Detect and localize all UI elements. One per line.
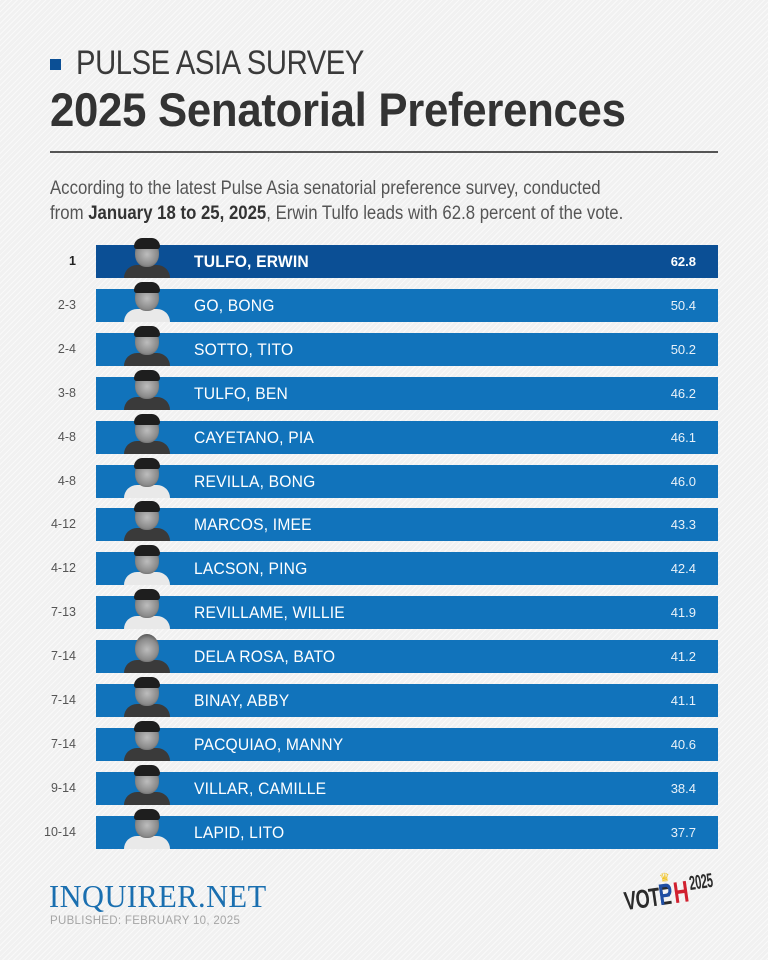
rank-label: 10-14 [44,825,76,839]
vote-percent: 50.4 [670,298,696,313]
inquirer-logo: INQUIRER.NET [49,878,267,914]
bar: REVILLA, BONG 46.0 [96,458,718,498]
kicker-text: PULSE ASIA SURVEY [76,43,364,82]
vote-percent: 46.2 [670,386,696,401]
bar: MARCOS, IMEE 43.3 [96,501,718,541]
candidate-name: LACSON, PING [194,559,308,578]
logo-year-text: 2025 [687,869,715,895]
candidate-name: REVILLA, BONG [194,472,316,491]
vote-percent: 38.4 [670,781,696,796]
candidate-name: PACQUIAO, MANNY [194,735,344,754]
chart-row: 7-13 REVILLAME, WILLIE 41.9 [0,589,768,629]
chart-row: 2-4 SOTTO, TITO 50.2 [0,326,768,366]
candidate-name: MARCOS, IMEE [194,515,312,534]
avatar [120,721,174,761]
chart-row: 4-12 MARCOS, IMEE 43.3 [0,501,768,541]
bar: SOTTO, TITO 50.2 [96,326,718,366]
chart-row: 7-14 PACQUIAO, MANNY 40.6 [0,721,768,761]
rank-label: 7-14 [50,649,76,663]
published-date: PUBLISHED: FEBRUARY 10, 2025 [50,915,241,927]
avatar [120,545,174,585]
rank-label: 7-13 [50,605,76,619]
candidate-name: DELA ROSA, BATO [194,647,336,666]
bar: REVILLAME, WILLIE 41.9 [96,589,718,629]
vote-percent: 41.2 [670,649,696,664]
avatar [120,765,174,805]
candidate-name: TULFO, BEN [194,384,288,403]
candidate-name: TULFO, ERWIN [194,252,309,271]
rank-label: 4-8 [57,474,76,488]
vote-percent: 43.3 [670,517,696,532]
bar: BINAY, ABBY 41.1 [96,677,718,717]
kicker: PULSE ASIA SURVEY [50,43,411,82]
rank-label: 4-8 [57,430,76,444]
avatar [120,458,174,498]
rank-label: 4-12 [50,561,76,575]
description: According to the latest Pulse Asia senat… [50,176,704,226]
candidate-name: CAYETANO, PIA [194,428,315,447]
bar: PACQUIAO, MANNY 40.6 [96,721,718,761]
vote-percent: 37.7 [670,825,696,840]
page-title: 2025 Senatorial Preferences [50,83,626,136]
candidate-name: REVILLAME, WILLIE [194,603,345,622]
avatar [120,677,174,717]
bar: LACSON, PING 42.4 [96,545,718,585]
candidate-name: GO, BONG [194,296,275,315]
chart-row: 4-8 CAYETANO, PIA 46.1 [0,414,768,454]
vote-percent: 46.1 [670,430,696,445]
vote-percent: 41.9 [670,605,696,620]
description-suffix: , Erwin Tulfo leads with 62.8 percent of… [266,202,624,224]
divider [50,151,718,153]
avatar [120,809,174,849]
vote-percent: 50.2 [670,342,696,357]
candidate-name: SOTTO, TITO [194,340,294,359]
candidate-name: BINAY, ABBY [194,691,290,710]
avatar [120,282,174,322]
bar: LAPID, LITO 37.7 [96,809,718,849]
chart-row: 4-12 LACSON, PING 42.4 [0,545,768,585]
chart-row: 3-8 TULFO, BEN 46.2 [0,370,768,410]
avatar [120,633,174,673]
square-bullet-icon [50,58,61,70]
rank-label: 7-14 [50,693,76,707]
voteph2025-logo: ♛ VOTE P H 2025 [621,865,727,928]
rank-label: 4-12 [50,517,76,531]
chart-row: 2-3 GO, BONG 50.4 [0,282,768,322]
rank-label: 2-4 [57,342,76,356]
chart-row: 7-14 DELA ROSA, BATO 41.2 [0,634,768,673]
bar: VILLAR, CAMILLE 38.4 [96,765,718,805]
avatar [120,326,174,366]
avatar [120,501,174,541]
vote-percent: 46.0 [670,474,696,489]
bar: GO, BONG 50.4 [96,282,718,322]
chart-row: 1 TULFO, ERWIN 62.8 [0,238,768,278]
description-from: from [50,202,89,224]
candidate-name: LAPID, LITO [194,823,285,842]
vote-percent: 42.4 [670,561,696,576]
avatar [120,589,174,629]
description-dates: January 18 to 25, 2025 [88,202,267,224]
chart-row: 7-14 BINAY, ABBY 41.1 [0,677,768,717]
bar: TULFO, ERWIN 62.8 [96,238,718,278]
bar: DELA ROSA, BATO 41.2 [96,634,718,673]
rank-label: 7-14 [50,737,76,751]
candidate-name: VILLAR, CAMILLE [194,779,327,798]
avatar [120,414,174,454]
avatar [120,370,174,410]
rank-label: 1 [69,254,76,268]
vote-percent: 41.1 [670,693,696,708]
avatar [120,238,174,278]
vote-percent: 40.6 [670,737,696,752]
vote-percent: 62.8 [670,254,696,269]
bar: CAYETANO, PIA 46.1 [96,414,718,454]
rank-label: 3-8 [57,386,76,400]
rank-label: 9-14 [50,781,76,795]
chart-row: 4-8 REVILLA, BONG 46.0 [0,458,768,498]
bar: TULFO, BEN 46.2 [96,370,718,410]
description-line-1: According to the latest Pulse Asia senat… [50,177,601,199]
chart-row: 10-14 LAPID, LITO 37.7 [0,809,768,849]
rank-label: 2-3 [57,298,76,312]
chart-row: 9-14 VILLAR, CAMILLE 38.4 [0,765,768,805]
